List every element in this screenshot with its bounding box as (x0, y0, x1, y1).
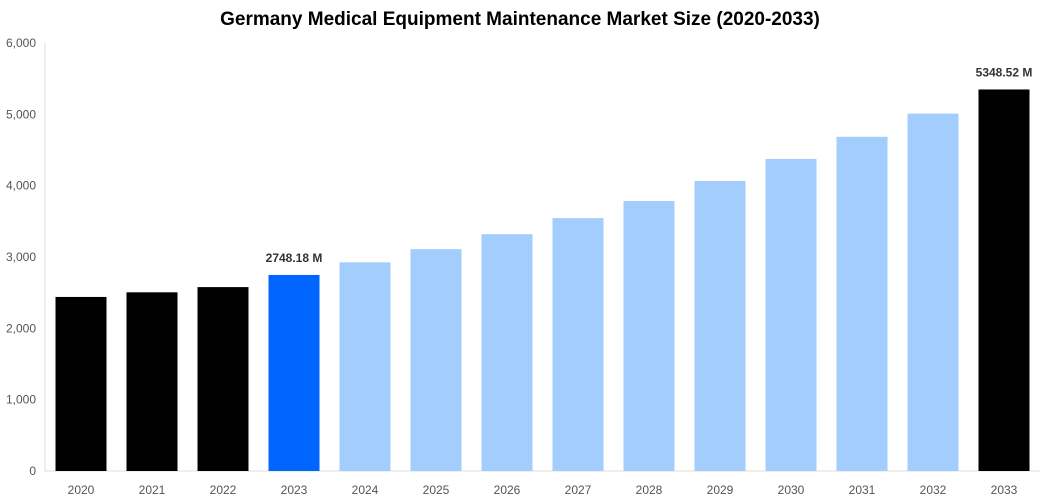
bar-2033 (978, 89, 1030, 472)
x-tick-label: 2022 (210, 483, 237, 497)
bar-2021 (126, 292, 178, 471)
x-tick-label: 2031 (849, 483, 876, 497)
x-tick-label: 2025 (423, 483, 450, 497)
x-tick-label: 2021 (139, 483, 166, 497)
bar-2022 (197, 287, 249, 471)
y-tick-label: 3,000 (6, 250, 36, 264)
data-label-2033: 5348.52 M (976, 65, 1033, 79)
x-tick-label: 2028 (636, 483, 663, 497)
x-tick-label: 2032 (920, 483, 947, 497)
y-tick-label: 0 (29, 464, 36, 478)
x-tick-label: 2029 (707, 483, 734, 497)
bar-2031 (836, 136, 888, 471)
bar-2029 (694, 181, 746, 471)
x-tick-label: 2023 (281, 483, 308, 497)
y-tick-label: 2,000 (6, 321, 36, 335)
data-label-2023: 2748.18 M (266, 251, 323, 265)
bar-2028 (623, 201, 675, 471)
bar-2026 (481, 234, 533, 471)
bar-2030 (765, 158, 817, 471)
x-tick-label: 2033 (991, 483, 1018, 497)
y-tick-label: 4,000 (6, 179, 36, 193)
bar-2032 (907, 113, 959, 472)
bar-2023 (268, 274, 320, 471)
x-tick-label: 2030 (778, 483, 805, 497)
x-tick-label: 2024 (352, 483, 379, 497)
bar-2027 (552, 218, 604, 471)
bar-2025 (410, 249, 462, 471)
x-tick-label: 2020 (68, 483, 95, 497)
y-tick-label: 6,000 (6, 36, 36, 50)
x-tick-label: 2026 (494, 483, 521, 497)
bar-2020 (55, 296, 107, 471)
chart-title: Germany Medical Equipment Maintenance Ma… (220, 9, 820, 30)
y-tick-label: 5,000 (6, 107, 36, 121)
bar-2024 (339, 262, 391, 471)
x-tick-label: 2027 (565, 483, 592, 497)
y-tick-label: 1,000 (6, 393, 36, 407)
